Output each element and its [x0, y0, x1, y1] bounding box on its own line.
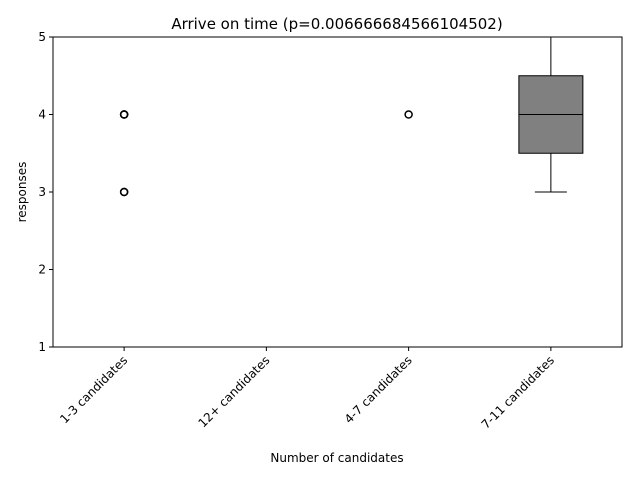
- y-tick-label: 2: [38, 263, 46, 277]
- x-axis-label: Number of candidates: [270, 451, 403, 465]
- x-tick-label: 7-11 candidates: [479, 353, 557, 431]
- y-tick-label: 3: [38, 185, 46, 199]
- x-tick-label: 1-3 candidates: [57, 353, 130, 426]
- y-tick-label: 4: [38, 108, 46, 122]
- box-group-4: [518, 36, 584, 193]
- outlier-point: [119, 187, 129, 197]
- y-tick-label: 5: [38, 30, 46, 44]
- x-tick-label: 12+ candidates: [195, 353, 272, 430]
- outlier-point: [119, 110, 129, 119]
- plot-area: 1 2 3 4 5 1-3 candidates 12+ candidates 4-7 can…: [38, 30, 623, 432]
- y-tick-label: 1: [38, 340, 46, 354]
- chart-title: Arrive on time (p=0.006666684566104502): [171, 15, 502, 33]
- box-group-3: [376, 36, 441, 119]
- x-tick-label: 4-7 candidates: [342, 353, 415, 426]
- box-group-1: [92, 36, 157, 197]
- y-axis-label: responses: [15, 162, 29, 223]
- outlier-point: [404, 110, 413, 119]
